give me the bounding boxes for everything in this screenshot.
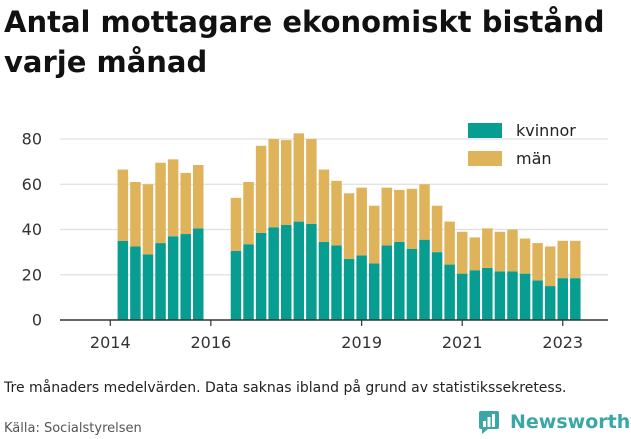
bar-kvinnor (406, 248, 418, 320)
bar-kvinnor (167, 236, 179, 320)
x-tick-label: 2019 (341, 333, 382, 352)
bar-kvinnor (519, 273, 531, 320)
bar-man (469, 237, 481, 271)
y-tick-label: 20 (22, 265, 42, 284)
bar-kvinnor (544, 286, 556, 320)
x-tick-label: 2016 (190, 333, 231, 352)
x-tick-label: 2014 (90, 333, 131, 352)
bar-kvinnor (394, 241, 405, 320)
source-text: Källa: Socialstyrelsen (4, 421, 142, 436)
bar-kvinnor (117, 240, 129, 320)
bar-kvinnor (155, 243, 166, 320)
bar-man (268, 139, 279, 228)
bar-man (318, 169, 330, 242)
bar-kvinnor (557, 278, 569, 320)
bar-man (507, 229, 518, 272)
bar-man (482, 228, 493, 268)
bar-man (368, 205, 380, 264)
bar-kvinnor (142, 254, 154, 320)
bar-man (444, 221, 455, 265)
bar-man (230, 197, 242, 251)
bar-man (343, 193, 355, 259)
bar-kvinnor (456, 273, 468, 320)
bar-kvinnor (570, 278, 581, 320)
bar-man (331, 180, 342, 246)
chart-title: Antal mottagare ekonomiskt bistånd varje… (4, 5, 605, 79)
legend: kvinnor män (468, 121, 576, 168)
legend-swatch (468, 123, 502, 138)
bar-kvinnor (130, 246, 141, 320)
legend-label: män (516, 149, 552, 168)
bar-kvinnor (243, 244, 254, 320)
bar-kvinnor (268, 227, 279, 320)
bar-kvinnor (469, 270, 481, 320)
bar-man (381, 187, 393, 246)
x-tick-label: 2021 (442, 333, 483, 352)
y-axis: 0 20 40 60 80 (22, 130, 42, 330)
legend-swatch (468, 151, 502, 166)
bar-man (280, 140, 292, 225)
bar-man (117, 169, 129, 241)
bar-kvinnor (482, 267, 493, 320)
y-tick-label: 60 (22, 175, 42, 194)
bar-kvinnor (343, 258, 355, 320)
bar-man (193, 165, 204, 229)
bar-man (406, 188, 418, 249)
bar-kvinnor (431, 252, 443, 320)
bar-kvinnor (368, 263, 380, 320)
bar-man (155, 162, 166, 244)
bar-man (494, 231, 506, 272)
bar-man (544, 246, 556, 287)
bar-man (255, 145, 267, 233)
bar-kvinnor (255, 232, 267, 320)
bar-man (419, 184, 430, 240)
bar-man (394, 189, 405, 242)
bar-kvinnor (280, 224, 292, 320)
bar-kvinnor (419, 239, 430, 320)
bar-kvinnor (507, 271, 518, 320)
bar-man (306, 139, 317, 224)
bar-man (570, 240, 581, 279)
bar-kvinnor (318, 241, 330, 320)
footnote: Tre månaders medelvärden. Data saknas ib… (4, 380, 567, 396)
bars (117, 133, 581, 320)
bar-man (293, 133, 305, 222)
bar-kvinnor (180, 234, 191, 320)
bar-kvinnor (356, 255, 367, 320)
bar-man (142, 184, 154, 255)
bar-man (243, 181, 254, 245)
bar-kvinnor (532, 280, 543, 320)
bar-kvinnor (306, 223, 317, 320)
y-tick-label: 40 (22, 220, 42, 239)
bar-man (557, 240, 569, 279)
bar-kvinnor (193, 228, 204, 320)
x-axis: 2014 2016 2019 2021 2023 (60, 319, 608, 352)
bar-kvinnor (230, 250, 242, 320)
bar-kvinnor (293, 221, 305, 320)
bar-man (180, 172, 191, 235)
newsworthy-logo[interactable]: Newsworthy (478, 408, 631, 436)
bar-man (167, 159, 179, 237)
bar-chart-logo-icon (479, 411, 499, 434)
brand-name: Newsworthy (510, 411, 631, 433)
stacked-bar-chart: 2014 2016 2019 2021 2023 0 20 40 60 80 kvinnor mä… (22, 121, 608, 352)
legend-label: kvinnor (516, 121, 576, 140)
y-tick-label: 80 (22, 130, 42, 149)
bar-man (130, 181, 141, 247)
bar-kvinnor (381, 245, 393, 320)
bar-kvinnor (331, 245, 342, 320)
y-tick-label: 0 (32, 311, 42, 330)
bar-man (456, 231, 468, 274)
bar-man (532, 243, 543, 281)
bar-man (519, 238, 531, 274)
bar-kvinnor (494, 271, 506, 320)
bar-kvinnor (444, 264, 455, 320)
x-tick-label: 2023 (542, 333, 583, 352)
bar-man (431, 205, 443, 253)
bar-man (356, 187, 367, 256)
